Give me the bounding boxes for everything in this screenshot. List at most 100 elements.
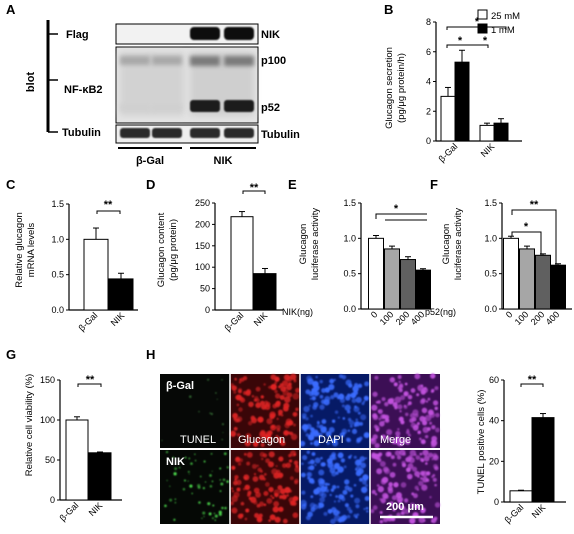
d-ylabel-line2: (pg/μg protein): [168, 219, 179, 281]
micrograph-speck: [378, 452, 383, 457]
micrograph-speck: [387, 436, 392, 441]
micrograph-speck: [360, 414, 367, 421]
micrograph-speck: [262, 453, 268, 458]
micrograph-speck: [308, 404, 311, 408]
micrograph-speck: [208, 512, 212, 516]
d-bar-1: [253, 273, 277, 311]
d-ytick-label: 100: [195, 262, 210, 272]
micrograph-speck: [435, 427, 440, 433]
micrograph-speck: [303, 405, 310, 413]
micrograph-speck: [380, 497, 386, 504]
d-xtick-label: NIK: [252, 310, 270, 328]
micrograph-speck: [301, 413, 307, 418]
blot-band-nik-2: [224, 27, 254, 40]
micrograph-speck: [377, 409, 383, 415]
micrograph-speck: [184, 456, 187, 459]
f-xtick-label: 100: [513, 309, 531, 327]
micrograph-speck: [233, 426, 238, 431]
e-bar-2: [400, 259, 416, 310]
micrograph-speck: [385, 418, 389, 422]
blot-band-p52-1: [190, 100, 220, 112]
f-ytick-label: 0.5: [484, 269, 497, 279]
b-sig-1: *: [475, 16, 480, 28]
micrograph-speck: [398, 380, 401, 384]
micrograph-speck: [319, 496, 325, 503]
micrograph-speck: [314, 457, 321, 464]
micrograph-speck: [261, 457, 264, 461]
micrograph-speck: [333, 514, 341, 522]
blot-band-nik-1: [190, 27, 220, 40]
micrograph-speck: [282, 518, 288, 524]
micrograph-speck: [353, 428, 356, 432]
micrograph-speck: [166, 458, 168, 461]
micrograph-speck: [216, 398, 218, 400]
micrograph-speck: [313, 440, 320, 447]
micrograph-speck: [213, 512, 216, 515]
e-sig-bracket: *: [375, 203, 427, 221]
micrograph-speck: [251, 395, 255, 398]
e-xtick-label: 100: [378, 309, 396, 327]
micrograph-speck: [198, 501, 201, 504]
e-xtick-label: 200: [394, 309, 412, 327]
micrograph-grid: TUNEL Glucagon DAPI Merge β-Gal NIK 200 …: [160, 373, 441, 525]
micrograph-speck: [431, 388, 435, 393]
micrograph-speck: [364, 457, 368, 460]
micrograph-speck: [270, 383, 277, 391]
panel-label-f: F: [430, 177, 438, 192]
micrograph-speck: [408, 455, 413, 460]
micrograph-speck: [390, 455, 395, 460]
e-ytick-label: 0.0: [343, 304, 356, 314]
micrograph-speck: [240, 501, 245, 506]
micrograph-speck: [251, 463, 258, 469]
micrograph-speck: [397, 428, 400, 431]
micrograph-speck: [276, 428, 281, 432]
micrograph-speck: [409, 517, 416, 524]
micrograph-speck: [420, 477, 423, 480]
micrograph-speck: [371, 404, 378, 411]
micrograph-speck: [334, 462, 340, 469]
micrograph-speck: [328, 383, 335, 391]
f-bar-0: [503, 237, 519, 310]
micrograph-speck: [256, 464, 259, 467]
micrograph-speck: [231, 385, 237, 391]
micrograph-speck: [383, 468, 391, 475]
micrograph-speck: [405, 430, 410, 435]
micrograph-speck: [187, 480, 189, 482]
f-bar-2: [535, 254, 551, 310]
micrograph-speck: [329, 493, 332, 497]
micrograph-speck: [376, 468, 383, 475]
f-sig-brackets: ** *: [511, 199, 557, 272]
micrograph-speck: [246, 452, 253, 458]
b-ytick-label: 0: [426, 136, 431, 146]
micrograph-speck: [353, 513, 357, 518]
d-bar-0: [230, 216, 254, 311]
micrograph-speck: [272, 506, 279, 513]
micrograph-speck: [419, 415, 426, 422]
micrograph-speck: [415, 455, 421, 460]
micrograph-speck: [432, 400, 439, 406]
micrograph-speck: [300, 472, 306, 478]
g-xtick-label: β-Gal: [58, 500, 81, 523]
micrograph-speck: [357, 411, 361, 415]
micrograph-speck: [398, 499, 402, 504]
micrograph-speck: [314, 463, 317, 467]
micrograph-speck: [231, 490, 235, 493]
micrograph-speck: [288, 420, 294, 426]
micrograph-speck: [333, 378, 336, 382]
micrograph-speck: [337, 499, 341, 503]
micrograph-speck: [353, 406, 360, 413]
micrograph-speck: [174, 498, 177, 501]
f-sig-1: **: [530, 199, 539, 211]
micrograph-label-merge: Merge: [380, 434, 411, 446]
micrograph-speck: [235, 456, 240, 461]
micrograph-speck: [320, 485, 327, 493]
micrograph-label-tunel: TUNEL: [180, 434, 216, 446]
f-xtick-label: 0: [504, 309, 515, 320]
blot-group-nik: NIK: [214, 155, 233, 167]
c-ylabel-line2: mRNA levels: [26, 223, 37, 278]
micrograph-speck: [307, 476, 311, 480]
micrograph-speck: [405, 412, 409, 417]
micrograph-speck: [219, 490, 222, 493]
micrograph-speck: [342, 489, 348, 495]
e-xprefix: NIK(ng): [282, 307, 313, 317]
